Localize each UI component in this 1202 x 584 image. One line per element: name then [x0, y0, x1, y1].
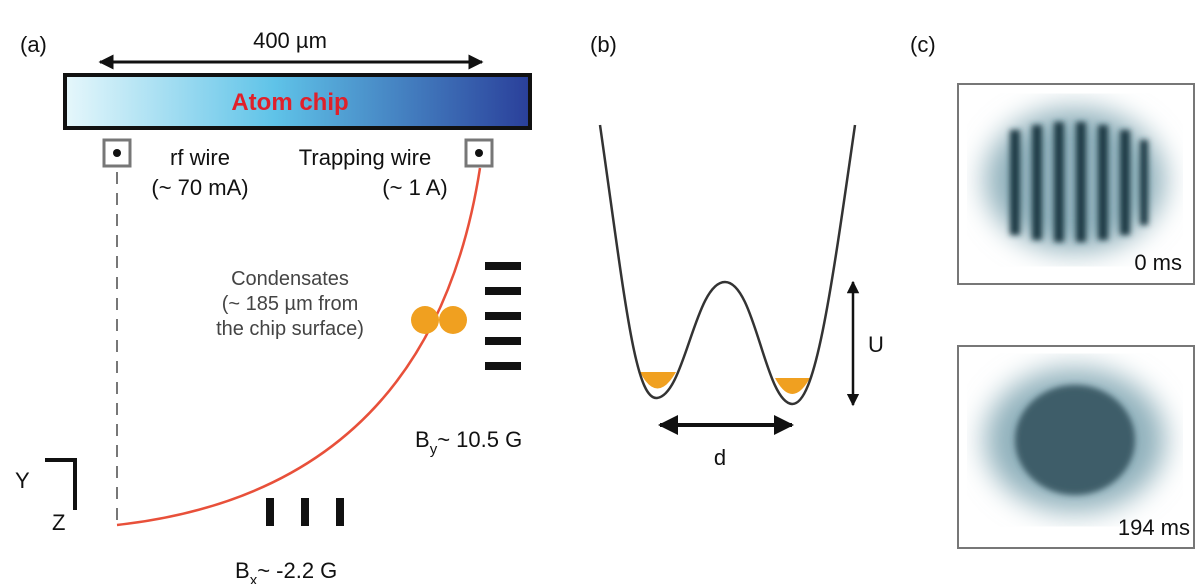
d-label: d	[714, 445, 726, 470]
fringes	[1010, 122, 1148, 242]
by-field-bars	[485, 262, 521, 370]
potential-curve	[598, 124, 857, 406]
wire-dot	[475, 149, 483, 157]
panel-label: (a)	[20, 32, 47, 57]
condensate	[411, 306, 439, 334]
well-fill	[640, 372, 676, 389]
bx-field-bars	[266, 498, 344, 526]
chip-label: Atom chip	[231, 89, 348, 116]
axis-y: Y	[15, 468, 30, 493]
scale-label: 400 µm	[253, 28, 327, 53]
bx-label: Bx~ -2.2 G	[235, 558, 337, 584]
axis-z: Z	[52, 510, 65, 535]
trapping-wire-current: (~ 1 A)	[382, 175, 447, 200]
well-fill	[775, 378, 810, 394]
condensates-label: Condensates	[231, 268, 349, 290]
field-line	[116, 167, 482, 527]
u-label: U	[868, 332, 884, 357]
by-label: By~ 10.5 G	[415, 427, 522, 458]
wire-dot	[113, 149, 121, 157]
panel-label: (b)	[590, 32, 617, 57]
cloud-core	[1015, 385, 1135, 495]
rf-wire-label: rf wire	[170, 145, 230, 170]
chip	[63, 73, 532, 130]
panel-label: (c)	[910, 32, 936, 57]
axes-icon	[45, 458, 77, 510]
trapping-wire-label: Trapping wire	[299, 145, 431, 170]
time-label: 194 ms	[1118, 515, 1190, 540]
time-label: 0 ms	[1134, 250, 1182, 275]
condensates-label: (~ 185 µm from	[222, 293, 359, 315]
condensates-label: the chip surface)	[216, 318, 364, 340]
condensate	[439, 306, 467, 334]
rf-wire-current: (~ 70 mA)	[151, 175, 248, 200]
